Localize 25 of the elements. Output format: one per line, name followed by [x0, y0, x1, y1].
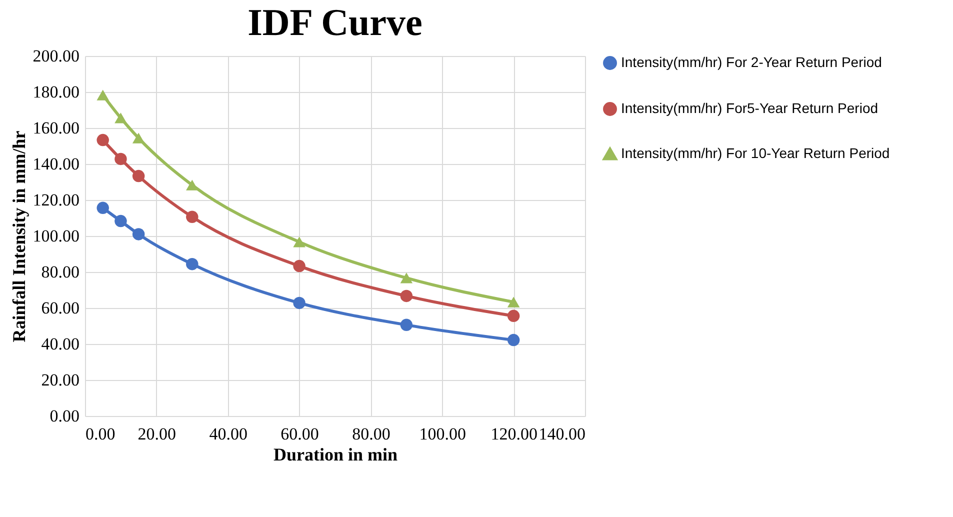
x-tick-label: 60.00: [280, 424, 319, 444]
x-tick-label: 0.00: [86, 424, 116, 444]
x-tick-label: 120.00: [490, 424, 538, 444]
chart-title: IDF Curve: [248, 2, 422, 44]
y-tick-label: 80.00: [41, 262, 80, 282]
x-tick-label: 20.00: [138, 424, 176, 444]
x-tick-label: 80.00: [352, 424, 390, 444]
x-tick-label: 140.00: [538, 424, 586, 444]
y-tick-label: 120.00: [32, 190, 80, 210]
y-tick-label: 140.00: [32, 154, 80, 174]
legend-label: Intensity(mm/hr) For5-Year Return Period: [621, 100, 878, 116]
y-tick-label: 160.00: [32, 118, 80, 138]
y-tick-label: 180.00: [32, 82, 80, 102]
y-tick-label: 0.00: [50, 406, 80, 426]
legend-label: Intensity(mm/hr) For 10-Year Return Period: [621, 145, 890, 161]
y-tick-label: 20.00: [41, 370, 80, 390]
x-tick-label: 40.00: [209, 424, 248, 444]
y-tick-label: 200.00: [32, 46, 80, 66]
x-tick-label: 100.00: [419, 424, 466, 444]
legend-label: Intensity(mm/hr) For 2-Year Return Period: [621, 54, 882, 70]
x-axis-title: Duration in min: [273, 444, 398, 464]
y-tick-label: 60.00: [41, 298, 80, 318]
y-tick-label: 100.00: [32, 226, 80, 246]
y-tick-label: 40.00: [41, 334, 80, 354]
y-axis-title: Rainfall Intensity in mm/hr: [8, 130, 29, 342]
